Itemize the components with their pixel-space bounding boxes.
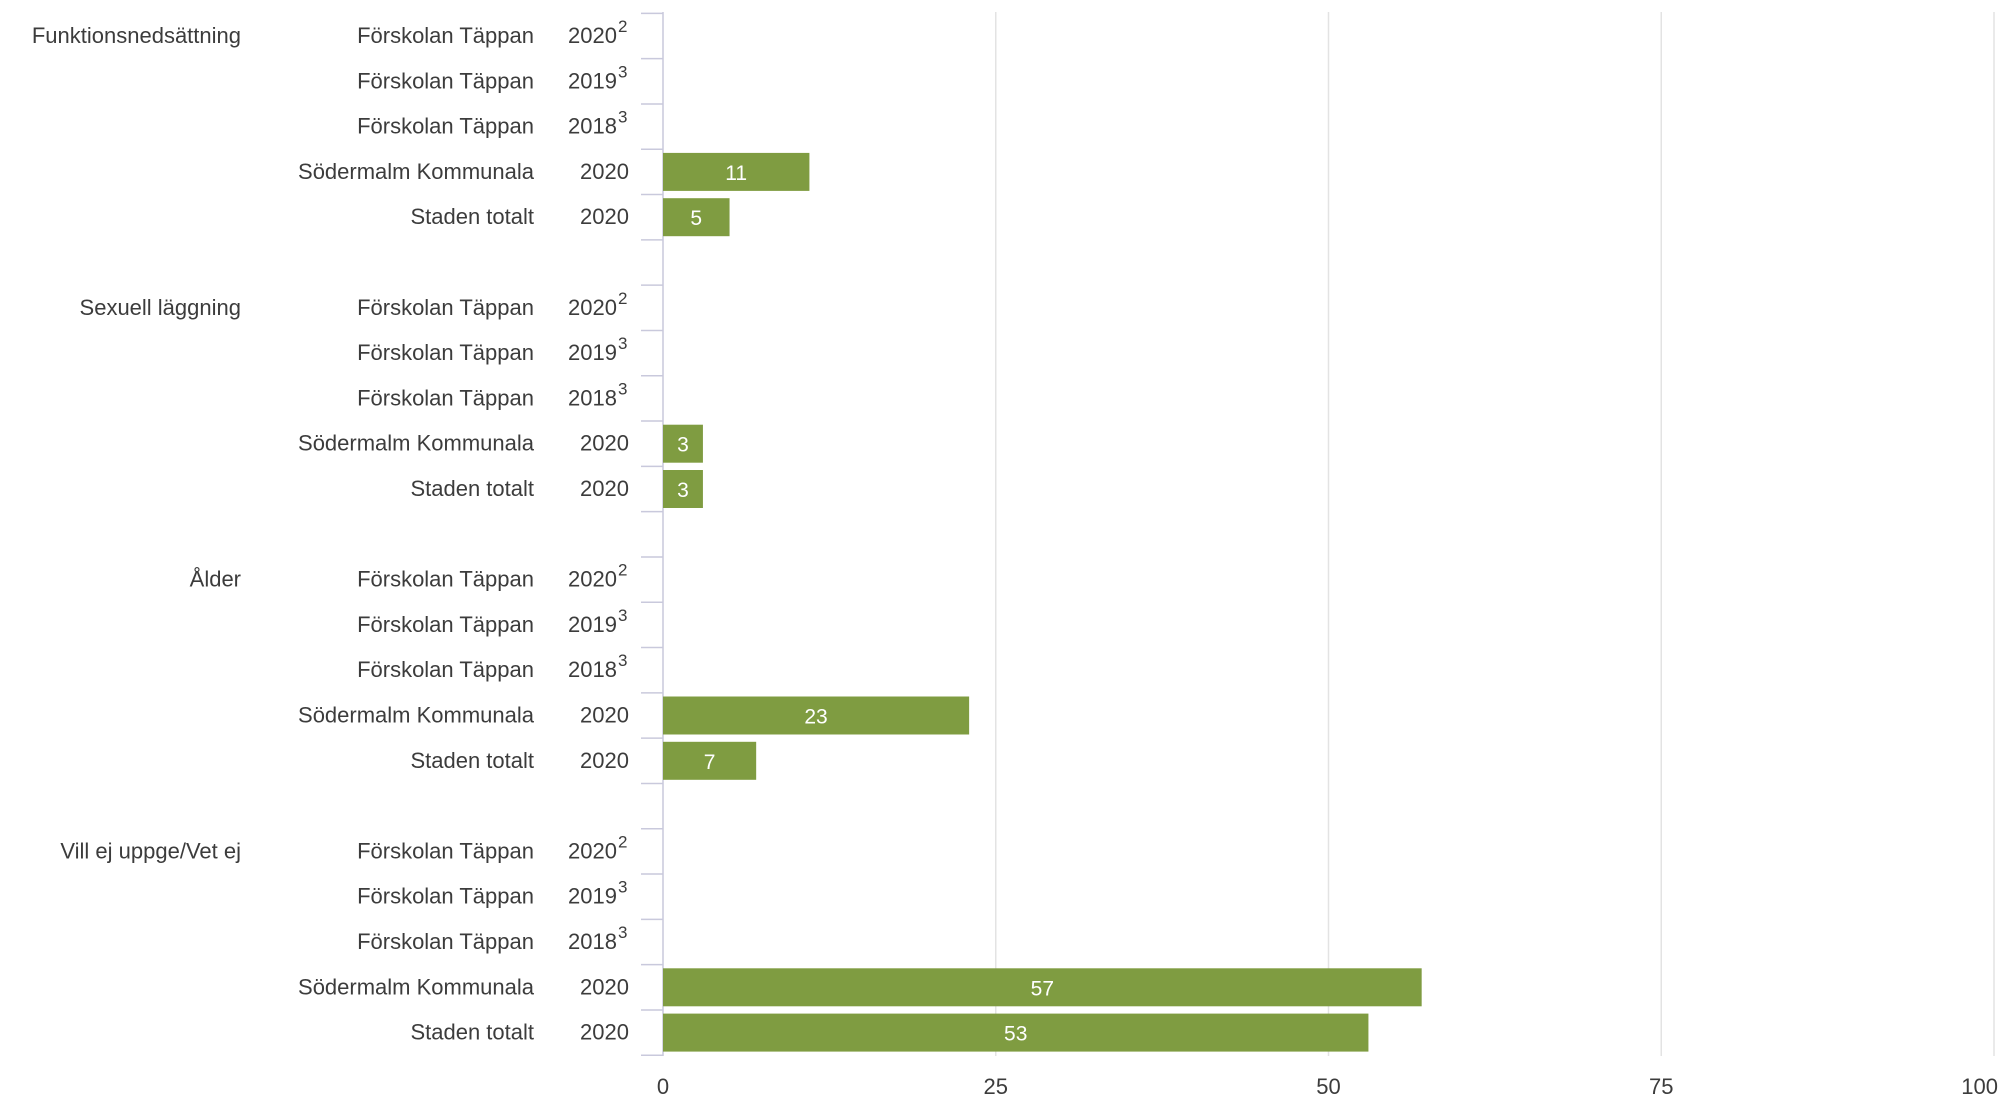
unit-label: Staden totalt [410,1020,534,1045]
unit-label: Förskolan Täppan [357,657,534,682]
group-label: Vill ej uppge/Vet ej [60,838,241,863]
unit-label: Förskolan Täppan [357,929,534,954]
bar [663,424,703,463]
bar-value-label: 23 [804,706,827,729]
year-footnote-mark: 2 [618,832,627,851]
year-label: 2020 [580,431,629,456]
bar-value-label: 53 [1004,1023,1027,1046]
year-label: 2020 [580,159,629,184]
year-label: 2020 [568,838,617,863]
year-label: 2020 [580,204,629,229]
year-label: 2019 [568,340,617,365]
bar [663,198,730,237]
x-tick-label: 25 [984,1074,1008,1098]
unit-label: Södermalm Kommunala [298,159,535,184]
year-label: 2020 [568,567,617,592]
year-label: 2020 [568,295,617,320]
year-label: 2018 [568,929,617,954]
year-footnote-mark: 2 [618,561,627,580]
bar-value-label: 7 [704,751,716,774]
x-tick-label: 100 [1961,1074,1998,1098]
year-footnote-mark: 3 [618,651,627,670]
year-label: 2018 [568,385,617,410]
x-axis-ticks: 0 25 50 75 100 [657,1074,1998,1098]
bar-value-label: 3 [677,479,689,502]
unit-label: Förskolan Täppan [357,68,534,93]
unit-label: Förskolan Täppan [357,838,534,863]
year-label: 2020 [568,23,617,48]
year-label: 2018 [568,114,617,139]
year-footnote-mark: 3 [618,878,627,897]
unit-label: Förskolan Täppan [357,567,534,592]
year-footnote-mark: 2 [618,289,627,308]
gridlines [995,12,1995,1056]
category-labels: Funktionsnedsättning Förskolan Täppan 2020… [32,17,629,1045]
year-footnote-mark: 3 [618,923,627,942]
year-label: 2020 [580,748,629,773]
unit-label: Södermalm Kommunala [298,431,535,456]
unit-label: Södermalm Kommunala [298,703,535,728]
group-label: Ålder [190,567,241,592]
bar-value-label: 57 [1031,977,1054,1000]
unit-label: Förskolan Täppan [357,612,534,637]
unit-label: Förskolan Täppan [357,340,534,365]
year-label: 2019 [568,884,617,909]
bar [663,696,970,735]
year-footnote-mark: 3 [618,379,627,398]
year-footnote-mark: 3 [618,334,627,353]
bar-value-label: 5 [690,207,702,230]
year-footnote-mark: 3 [618,606,627,625]
unit-label: Staden totalt [410,204,534,229]
x-tick-label: 0 [657,1074,669,1098]
x-tick-label: 75 [1649,1074,1673,1098]
year-label: 2020 [580,974,629,999]
year-label: 2020 [580,1020,629,1045]
bar-value-label: 3 [677,434,689,457]
unit-label: Förskolan Täppan [357,385,534,410]
year-footnote-mark: 3 [618,62,627,81]
group-label: Funktionsnedsättning [32,23,241,48]
unit-label: Förskolan Täppan [357,295,534,320]
bar [663,152,810,191]
unit-label: Förskolan Täppan [357,884,534,909]
unit-label: Staden totalt [410,748,534,773]
bar-value-label: 11 [725,162,747,185]
year-label: 2020 [580,703,629,728]
year-label: 2019 [568,612,617,637]
group-label: Sexuell läggning [80,295,241,320]
bar [663,741,757,780]
bar [663,1013,1369,1052]
year-footnote-mark: 3 [618,108,627,127]
x-tick-label: 50 [1316,1074,1340,1098]
year-label: 2019 [568,68,617,93]
y-axis [641,12,664,1056]
year-footnote-mark: 2 [618,17,627,36]
bar [663,470,703,508]
unit-label: Förskolan Täppan [357,23,534,48]
year-label: 2020 [580,476,629,501]
bar [663,968,1422,1007]
unit-label: Södermalm Kommunala [298,974,535,999]
year-label: 2018 [568,657,617,682]
unit-label: Staden totalt [410,476,534,501]
unit-label: Förskolan Täppan [357,114,534,139]
